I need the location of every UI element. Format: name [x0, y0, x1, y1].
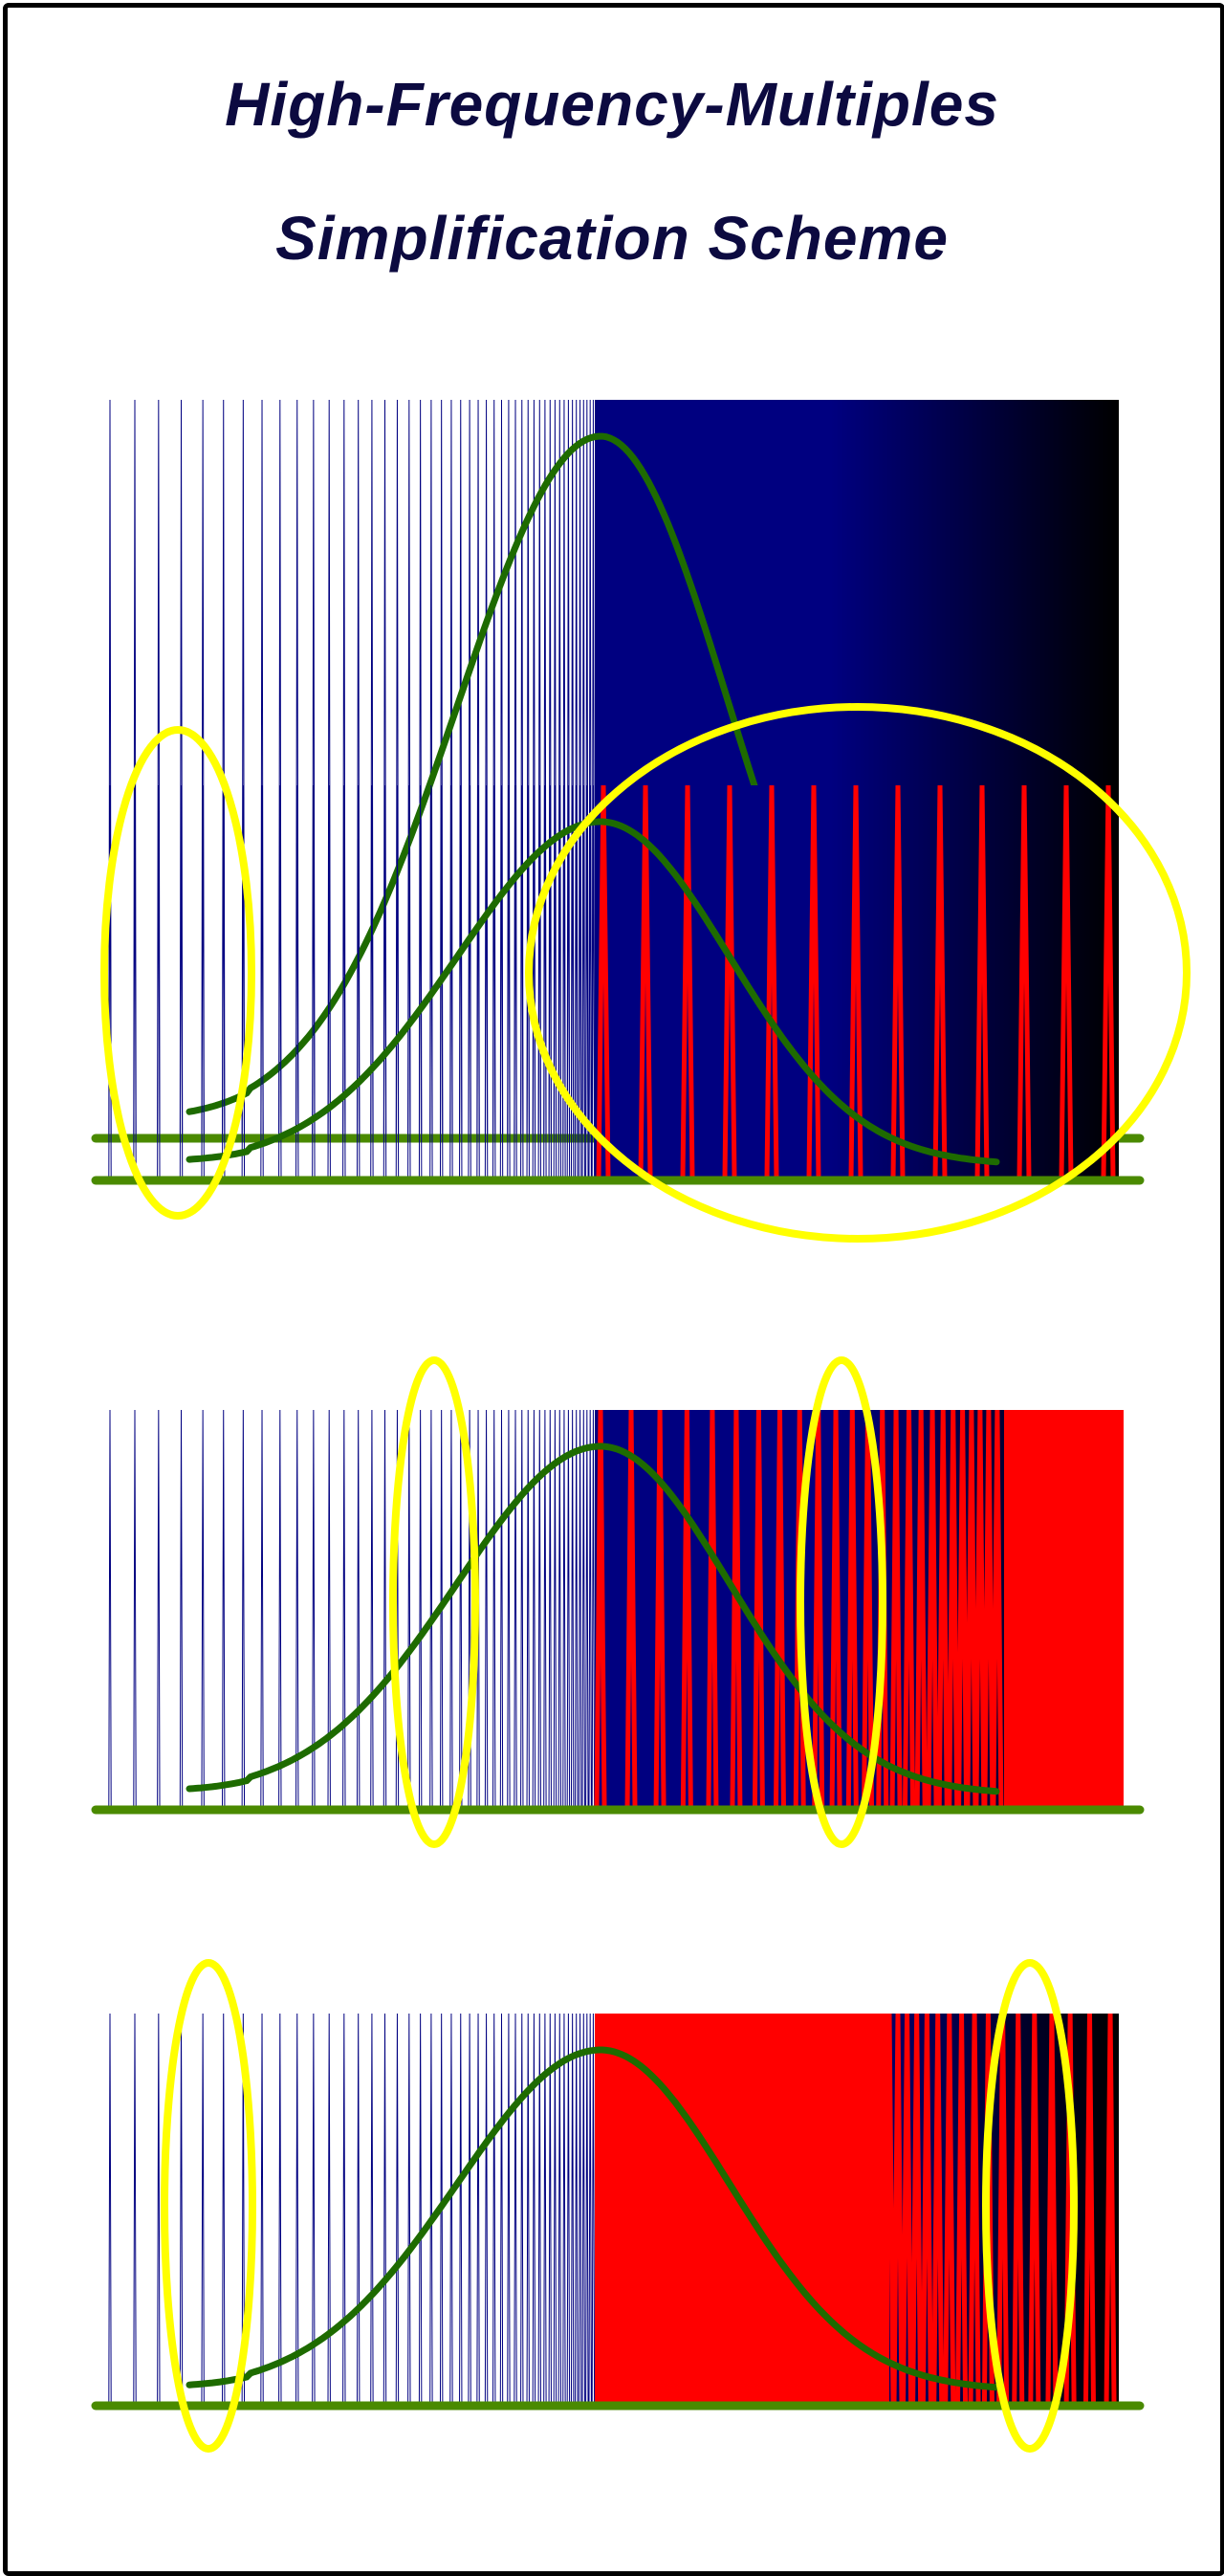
- envelope-curve: [186, 2046, 1000, 2391]
- highlight-ellipse-1: [161, 1959, 256, 2453]
- highlight-ellipse-2: [982, 1959, 1078, 2453]
- highlight-ellipse-2: [525, 703, 1191, 1243]
- low-frequency-waveform: [108, 399, 596, 1137]
- multiple-waveform: [596, 784, 1116, 1179]
- envelope-curve: [186, 1442, 1000, 1795]
- low-frequency-waveform: [108, 2013, 596, 2405]
- multiple-waveform: [883, 2013, 1117, 2405]
- multiple-waveform: [594, 1409, 1004, 1809]
- panel-3-partial-simplification: [91, 1356, 1145, 1848]
- simplified-band-fill: [1004, 1410, 1124, 1808]
- diagram-frame: [3, 3, 1224, 2576]
- highlight-ellipse-1: [100, 726, 255, 1220]
- low-frequency-waveform: [108, 1409, 596, 1809]
- envelope-curve: [186, 818, 1000, 1166]
- panel-4-full-simplification: [91, 1959, 1145, 2453]
- panel-2-multiples-highlighted: [91, 703, 1191, 1243]
- low-frequency-waveform: [108, 784, 596, 1179]
- title-line-1: High-Frequency-Multiples: [225, 70, 999, 139]
- highlight-ellipse-1: [389, 1356, 479, 1848]
- highlight-ellipse-2: [797, 1356, 886, 1848]
- title-line-2: Simplification Scheme: [275, 204, 949, 273]
